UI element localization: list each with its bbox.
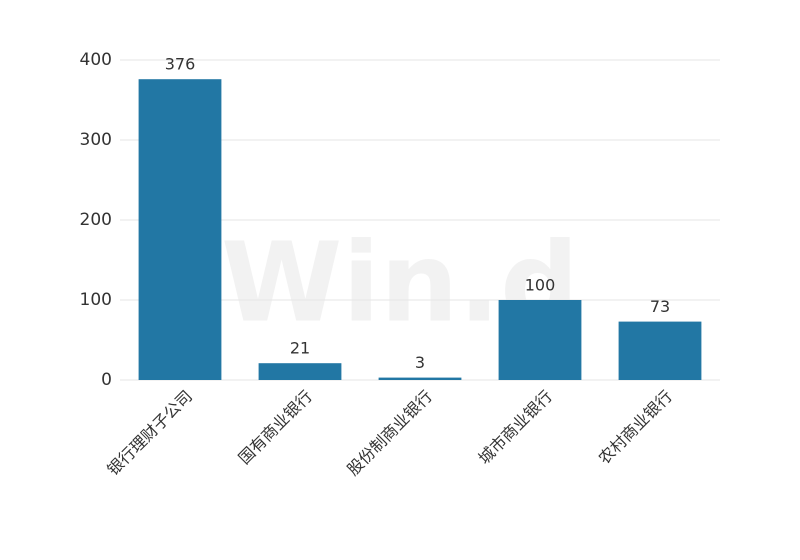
bar — [618, 321, 702, 380]
x-tick-label: 农村商业银行 — [595, 387, 676, 468]
x-tick-label: 银行理财子公司 — [103, 387, 196, 480]
data-label: 100 — [525, 276, 556, 295]
bar — [258, 363, 342, 380]
bar — [138, 79, 222, 380]
y-tick-label: 100 — [80, 290, 112, 310]
x-tick-label: 国有商业银行 — [235, 387, 316, 468]
y-tick-label: 400 — [80, 50, 112, 70]
data-label: 3 — [415, 353, 425, 372]
data-label: 73 — [650, 297, 670, 316]
x-tick-label: 城市商业银行 — [475, 387, 556, 468]
y-tick-label: 0 — [101, 370, 112, 390]
data-label: 21 — [290, 339, 310, 358]
data-label: 376 — [165, 55, 196, 74]
bar — [498, 300, 582, 380]
y-tick-label: 200 — [80, 210, 112, 230]
y-tick-label: 300 — [80, 130, 112, 150]
bar — [378, 377, 462, 380]
x-tick-label: 股份制商业银行 — [343, 387, 436, 480]
